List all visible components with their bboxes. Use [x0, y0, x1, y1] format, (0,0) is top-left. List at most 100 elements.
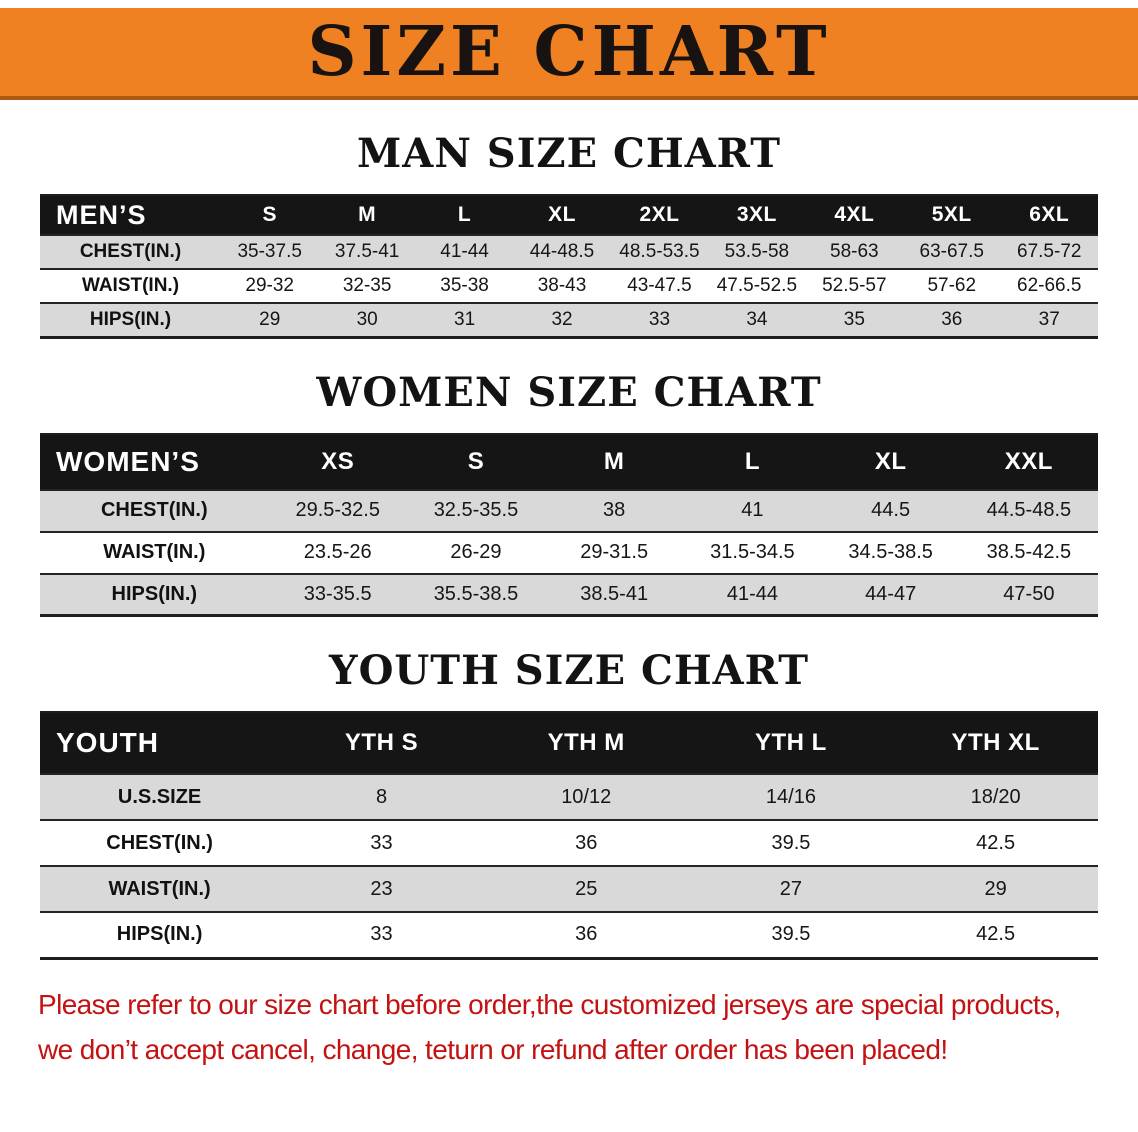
size-column-header: XXL: [1004, 447, 1053, 475]
size-column-header: XL: [548, 203, 576, 226]
measurement-label: CHEST(IN.): [106, 831, 213, 854]
size-column-header: 4XL: [834, 203, 875, 226]
measurement-value: 35-38: [440, 275, 489, 296]
measurement-value: 63-67.5: [919, 241, 984, 262]
measurement-value: 38.5-42.5: [986, 541, 1072, 563]
measurement-label: U.S.SIZE: [117, 785, 202, 808]
size-column-header: 2XL: [639, 203, 680, 226]
measurement-value: 41: [741, 499, 764, 521]
measurement-value: 42.5: [976, 831, 1016, 854]
measurement-value: 33: [370, 923, 393, 946]
measurement-value: 29-31.5: [580, 541, 649, 563]
measurement-row: HIPS(IN.) 29 30 31 32 33 34 35 36 37: [40, 303, 1098, 337]
measurement-value: 58-63: [830, 241, 879, 262]
measurement-value: 23.5-26: [303, 541, 372, 563]
measurement-value: 32.5-35.5: [433, 499, 519, 521]
youth-size-table: YOUTH YTH S YTH M YTH L YTH XL U.S.SIZE 8 10/12…: [40, 711, 1098, 960]
measurement-value: 14/16: [765, 785, 816, 808]
measurement-label: WAIST(IN.): [108, 877, 211, 900]
size-column-header: YTH S: [344, 729, 419, 756]
measurement-value: 67.5-72: [1017, 241, 1082, 262]
measurement-value: 39.5: [771, 923, 811, 946]
measurement-value: 33: [648, 308, 671, 330]
measurement-label: CHEST(IN.): [100, 499, 208, 521]
measurement-value: 44.5: [871, 499, 911, 521]
measurement-value: 38.5-41: [580, 582, 649, 605]
size-column-header: XL: [874, 447, 907, 475]
measurement-row: CHEST(IN.) 33 36 39.5 42.5: [40, 820, 1098, 866]
size-column-header: S: [467, 447, 485, 475]
measurement-label: HIPS(IN.): [111, 582, 198, 605]
measurement-value: 48.5-53.5: [619, 241, 700, 262]
measurement-value: 18/20: [970, 785, 1021, 808]
measurement-row: CHEST(IN.) 29.5-32.5 32.5-35.5 38 41 44.5 44.5…: [40, 489, 1098, 532]
measurement-value: 41-44: [726, 582, 778, 605]
measurement-value: 44-47: [865, 582, 917, 605]
size-column-header: L: [457, 203, 472, 226]
measurement-value: 33: [370, 831, 393, 854]
measurement-value: 53.5-58: [724, 241, 790, 262]
size-column-header: YTH XL: [951, 729, 1040, 756]
table-corner-label: YOUTH: [56, 727, 159, 758]
men-section-heading: MAN SIZE CHART: [357, 130, 781, 177]
measurement-value: 47-50: [1003, 582, 1055, 605]
measurement-value: 35: [843, 308, 865, 330]
size-column-header: L: [744, 447, 760, 475]
measurement-value: 10/12: [561, 785, 612, 808]
measurement-row: HIPS(IN.) 33-35.5 35.5-38.5 38.5-41 41-44 44-…: [40, 573, 1098, 616]
measurement-value: 31: [454, 308, 476, 330]
women-section-heading: WOMEN SIZE CHART: [316, 368, 822, 416]
measurement-value: 44-48.5: [529, 241, 595, 262]
youth-section-heading: YOUTH SIZE CHART: [329, 647, 809, 694]
measurement-label: CHEST(IN.): [79, 241, 182, 262]
measurement-value: 57-62: [927, 275, 977, 296]
youth-size-chart-section: YOUTH SIZE CHART YOUTH YTH S YTH M YTH L YTH…: [0, 651, 1138, 960]
measurement-row: HIPS(IN.) 33 36 39.5 42.5: [40, 912, 1098, 958]
measurement-value: 23: [370, 877, 393, 900]
measurement-value: 37.5-41: [334, 241, 400, 262]
measurement-label: HIPS(IN.): [89, 308, 172, 330]
men-size-chart-section: MAN SIZE CHART MEN’S S M L XL 2XL 3XL 4XL 5XL 6XL…: [0, 134, 1138, 339]
measurement-value: 29: [984, 877, 1007, 900]
womens-size-table: WOMEN’S XS S M L XL XXL CHEST(IN.) 29.5-32.5 32.5…: [40, 432, 1098, 617]
size-column-header: 5XL: [931, 203, 972, 226]
size-column-header: 6XL: [1029, 203, 1070, 226]
size-column-header: 3XL: [736, 203, 777, 226]
women-size-chart-section: WOMEN SIZE CHART WOMEN’S XS S M L XL XXL CHEST(…: [0, 368, 1138, 617]
measurement-row: WAIST(IN.) 23 25 27 29: [40, 866, 1098, 912]
measurement-label: WAIST(IN.): [103, 541, 206, 563]
measurement-value: 25: [575, 877, 598, 900]
size-column-header: S: [262, 203, 277, 226]
table-corner-label: WOMEN’S: [56, 445, 200, 477]
table-corner-label: MEN’S: [56, 199, 147, 230]
measurement-value: 29.5-32.5: [295, 499, 380, 521]
measurement-value: 29: [259, 308, 281, 330]
disclaimer-line-1: Please refer to our size chart before or…: [38, 988, 1061, 1020]
measurement-value: 36: [575, 831, 598, 854]
measurement-value: 36: [575, 923, 598, 946]
disclaimer: Please refer to our size chart before or…: [38, 986, 1108, 1070]
banner-title: SIZE CHART: [307, 12, 831, 92]
measurement-label: HIPS(IN.): [116, 923, 203, 946]
measurement-value: 32-35: [342, 275, 392, 296]
size-column-header: YTH L: [755, 729, 827, 756]
measurement-row: WAIST(IN.) 29-32 32-35 35-38 38-43 43-47.5 47.…: [40, 269, 1098, 303]
measurement-value: 43-47.5: [627, 275, 692, 296]
measurement-value: 38: [603, 499, 626, 521]
measurement-value: 30: [356, 308, 378, 330]
mens-size-table: MEN’S S M L XL 2XL 3XL 4XL 5XL 6XL CHEST(IN.) 35-37…: [40, 194, 1098, 339]
table-header-row: WOMEN’S XS S M L XL XXL: [40, 433, 1098, 490]
measurement-value: 31.5-34.5: [710, 541, 795, 563]
size-column-header: YTH M: [547, 729, 625, 756]
measurement-value: 29-32: [245, 275, 294, 296]
size-column-header: M: [358, 203, 377, 226]
measurement-value: 39.5: [771, 831, 811, 854]
measurement-value: 34.5-38.5: [848, 541, 933, 563]
measurement-value: 42.5: [976, 923, 1016, 946]
measurement-row: WAIST(IN.) 23.5-26 26-29 29-31.5 31.5-34.5 34…: [40, 531, 1098, 574]
measurement-value: 47.5-52.5: [716, 275, 798, 296]
measurement-value: 36: [941, 308, 963, 330]
measurement-value: 38-43: [537, 275, 587, 296]
measurement-value: 26-29: [450, 541, 502, 563]
